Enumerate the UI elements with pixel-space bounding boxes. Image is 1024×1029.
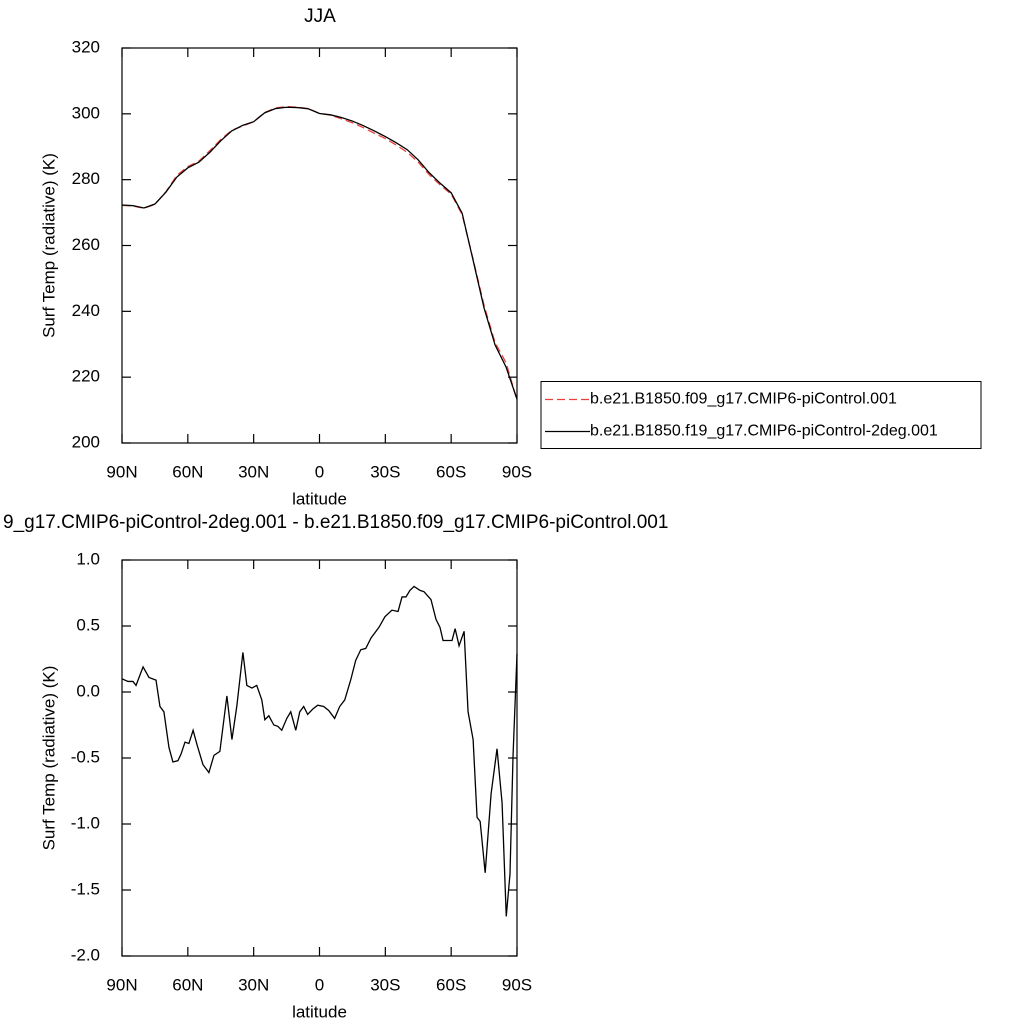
- x-tick-label: 30N: [238, 462, 269, 481]
- x-tick-label: 60N: [172, 975, 203, 994]
- x-tick-label: 30S: [370, 462, 400, 481]
- x-tick-label: 30S: [370, 975, 400, 994]
- chart-title: JJA: [304, 6, 336, 27]
- x-tick-label: 60S: [436, 975, 466, 994]
- x-tick-label: 90N: [106, 462, 137, 481]
- legend: b.e21.B1850.f09_g17.CMIP6-piControl.001b…: [540, 381, 982, 449]
- plot-frame: [121, 47, 518, 444]
- x-axis-label: latitude: [292, 1002, 347, 1021]
- y-tick-label: 240: [72, 301, 100, 320]
- plot-frame: [121, 559, 518, 957]
- legend-label: b.e21.B1850.f09_g17.CMIP6-piControl.001: [590, 391, 897, 408]
- x-tick-label: 60S: [436, 462, 466, 481]
- x-axis-label: latitude: [292, 489, 347, 508]
- x-tick-label: 90S: [502, 975, 532, 994]
- x-tick-label: 0: [315, 462, 324, 481]
- y-tick-label: 0.5: [76, 615, 100, 634]
- y-tick-label: -1.5: [71, 879, 100, 898]
- x-tick-label: 30N: [238, 975, 269, 994]
- y-tick-label: 300: [72, 103, 100, 122]
- x-tick-label: 90S: [502, 462, 532, 481]
- chart-title: 9_g17.CMIP6-piControl-2deg.001 - b.e21.B…: [3, 512, 668, 533]
- x-tick-label: 60N: [172, 462, 203, 481]
- y-tick-label: 260: [72, 235, 100, 254]
- data-line: [121, 106, 518, 400]
- y-tick-label: 0.0: [76, 681, 100, 700]
- y-tick-label: 200: [72, 432, 100, 451]
- y-tick-label: 320: [72, 37, 100, 56]
- y-axis-label: Surf Temp (radiative) (K): [39, 153, 58, 338]
- legend-box: [540, 381, 982, 449]
- y-tick-label: -1.0: [71, 813, 100, 832]
- y-axis-label: Surf Temp (radiative) (K): [39, 666, 58, 851]
- x-tick-label: 90N: [106, 975, 137, 994]
- y-tick-label: 220: [72, 367, 100, 386]
- y-tick-label: 280: [72, 169, 100, 188]
- data-line: [121, 585, 518, 917]
- y-tick-label: -0.5: [71, 747, 100, 766]
- x-tick-label: 0: [315, 975, 324, 994]
- data-line: [121, 105, 518, 401]
- legend-label: b.e21.B1850.f19_g17.CMIP6-piControl-2deg…: [590, 423, 938, 440]
- y-tick-label: 1.0: [76, 549, 100, 568]
- y-tick-label: -2.0: [71, 945, 100, 964]
